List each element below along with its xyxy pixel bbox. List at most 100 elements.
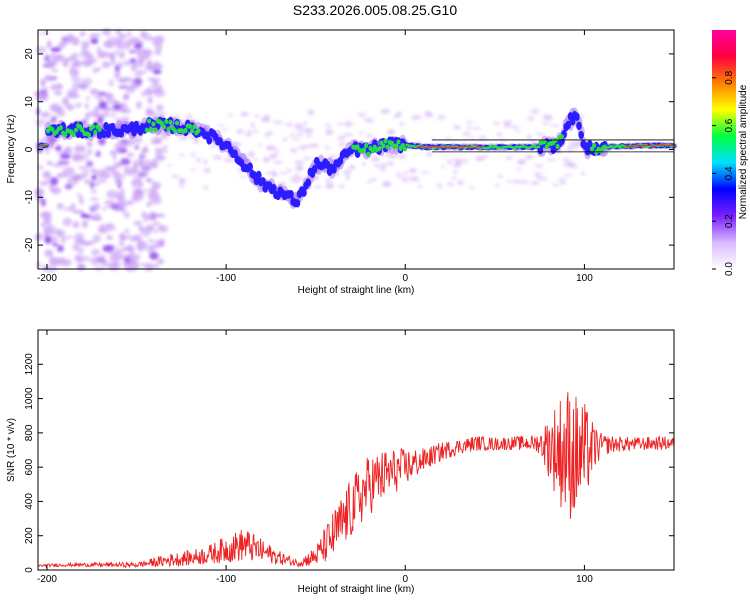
noise-blob (177, 184, 185, 188)
noise-blob (155, 35, 165, 44)
noise-blob (73, 145, 86, 153)
noise-blob (265, 131, 274, 135)
track-blob (589, 146, 595, 152)
noise-blob (63, 57, 76, 62)
noise-blob (213, 155, 223, 160)
noise-blob (136, 178, 142, 183)
noise-blob (106, 224, 117, 232)
noise-blob (114, 161, 123, 168)
noise-blob (268, 153, 279, 159)
noise-blob (294, 134, 299, 137)
noise-blob (273, 160, 284, 164)
track-blob (559, 134, 564, 140)
track-blob (442, 147, 446, 149)
noise-blob (463, 159, 469, 164)
track-blob (457, 147, 461, 149)
noise-blob (45, 148, 50, 155)
spectrogram-x-tick-label: -100 (216, 273, 236, 284)
track-blob (172, 128, 177, 134)
noise-blob (126, 137, 139, 144)
noise-blob (123, 211, 130, 219)
noise-blob (548, 115, 553, 121)
noise-blob (101, 262, 112, 268)
colorbar-tick-label: 0.6 (724, 118, 735, 132)
noise-blob (272, 119, 282, 125)
noise-blob (70, 87, 79, 94)
snr-frame (37, 329, 675, 571)
noise-blob (447, 159, 452, 165)
noise-blob (118, 51, 126, 59)
noise-blob (104, 92, 112, 100)
noise-blob (203, 168, 211, 173)
noise-blob (295, 165, 304, 171)
noise-blob (121, 77, 132, 83)
noise-blob (52, 104, 58, 113)
noise-blob (90, 38, 99, 44)
track-blob (576, 121, 582, 131)
noise-blob (343, 169, 352, 175)
track-blob (553, 137, 558, 143)
track-blob (381, 143, 386, 149)
track-blob (301, 188, 307, 197)
track-blob (586, 139, 593, 149)
noise-blob (358, 131, 364, 135)
snr-y-tick-label: 1200 (24, 353, 35, 376)
noise-blob (94, 182, 100, 187)
noise-blob (142, 218, 149, 223)
noise-blob (42, 170, 52, 179)
noise-blob (72, 154, 83, 162)
noise-blob (86, 57, 98, 64)
noise-blob (46, 160, 53, 166)
noise-blob (285, 122, 294, 127)
spectrogram-x-tick-label: 0 (402, 273, 408, 284)
noise-blob (546, 158, 557, 162)
track-blob (187, 123, 193, 129)
noise-blob (465, 120, 475, 124)
noise-blob (336, 122, 345, 126)
noise-blob (65, 104, 75, 111)
track-blob (71, 132, 76, 138)
track-blob (574, 112, 580, 121)
track-blob (166, 126, 171, 132)
colorbar-ticks: 0.0 0.2 0.4 0.6 0.8 (712, 70, 735, 276)
noise-blob (541, 121, 550, 125)
noise-blob (386, 161, 395, 166)
noise-blob (155, 137, 162, 143)
noise-blob (503, 120, 513, 125)
noise-blob (150, 161, 156, 168)
noise-blob (244, 133, 253, 137)
noise-blob (136, 235, 142, 244)
track-blob (153, 127, 158, 133)
noise-blob (35, 46, 47, 55)
noise-blob (452, 125, 461, 130)
noise-blob (153, 181, 161, 189)
noise-blob (492, 121, 501, 125)
track-blob (565, 120, 572, 130)
colorbar-tick-label: 0.4 (724, 166, 735, 180)
noise-blob (274, 148, 280, 155)
snr-x-tick-label: -100 (216, 574, 236, 585)
noise-blob (517, 159, 527, 165)
track-blob (162, 124, 167, 130)
noise-blob (90, 180, 95, 189)
noise-blob (291, 138, 300, 141)
noise-blob (62, 217, 73, 227)
noise-blob (395, 111, 402, 117)
noise-blob (134, 69, 143, 78)
noise-blob (37, 164, 44, 171)
track-blob (431, 145, 435, 147)
track-blob (377, 146, 382, 152)
noise-blob (57, 151, 67, 156)
noise-blob (70, 210, 82, 214)
noise-blob (527, 116, 535, 121)
track-blob (50, 126, 55, 132)
snr-y-tick-label: 400 (24, 493, 35, 510)
track-blob (144, 127, 150, 133)
noise-blob (144, 262, 154, 272)
noise-blob (568, 142, 573, 147)
noise-blob (74, 173, 86, 181)
noise-blob (166, 164, 173, 167)
track-blob (629, 145, 633, 147)
noise-blob (105, 99, 117, 105)
